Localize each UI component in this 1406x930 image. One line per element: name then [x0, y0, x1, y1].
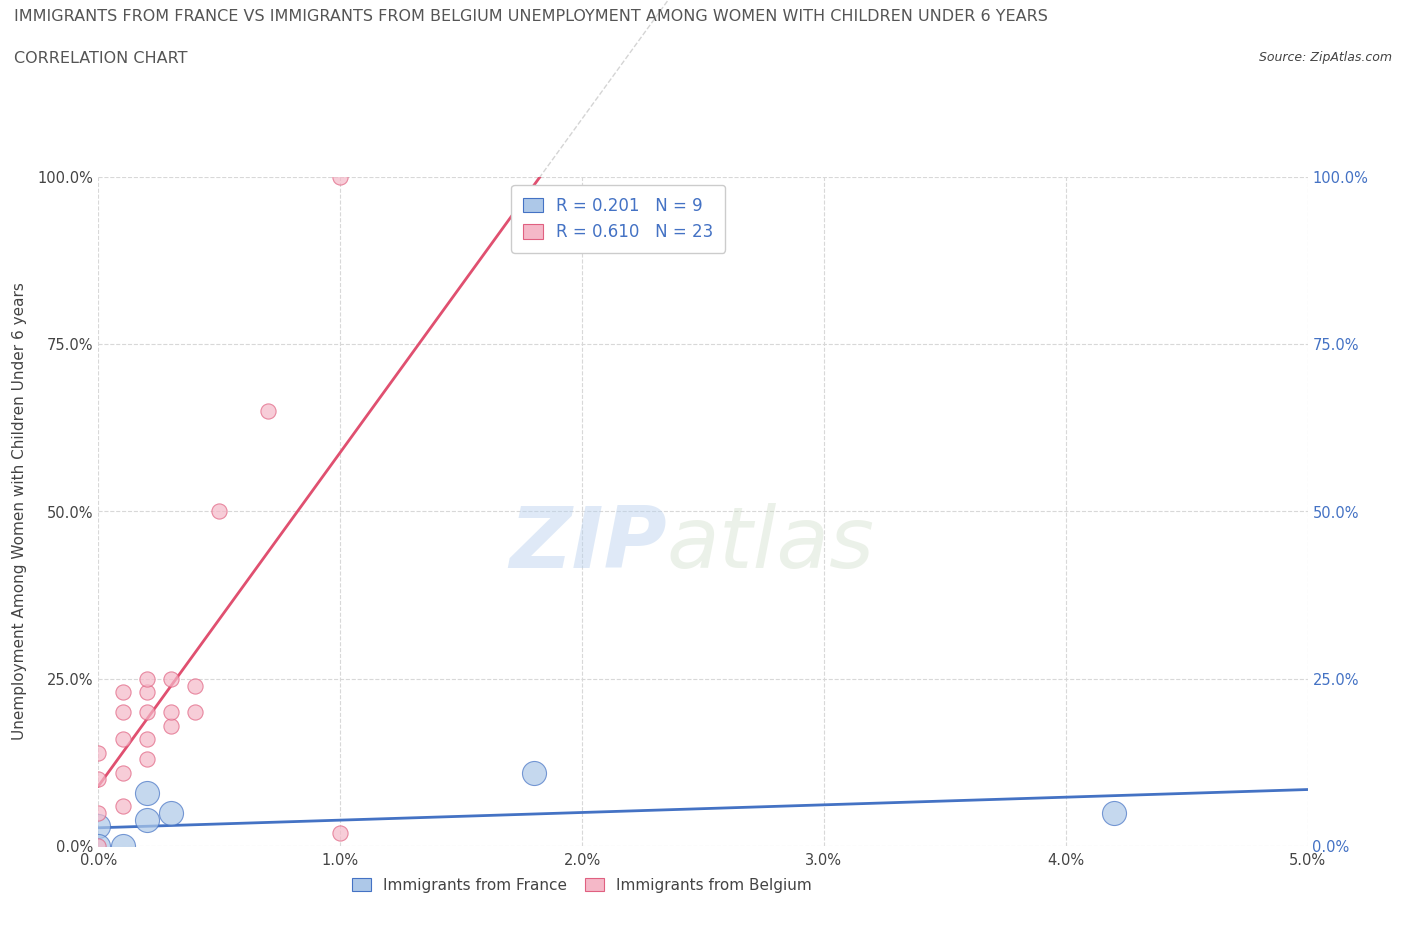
Point	[135, 732, 157, 747]
Point	[135, 751, 157, 766]
Point	[87, 745, 110, 760]
Point	[160, 859, 183, 874]
Text: ZIP: ZIP	[509, 503, 666, 587]
Point	[329, 826, 352, 841]
Text: atlas: atlas	[666, 503, 875, 587]
Point	[329, 169, 352, 184]
Point	[256, 404, 278, 418]
Point	[111, 839, 134, 854]
Point	[184, 678, 207, 693]
Text: CORRELATION CHART: CORRELATION CHART	[14, 51, 187, 66]
Point	[208, 504, 231, 519]
Point	[87, 839, 110, 854]
Point	[135, 705, 157, 720]
Point	[111, 765, 134, 780]
Point	[135, 785, 157, 800]
Legend: Immigrants from France, Immigrants from Belgium: Immigrants from France, Immigrants from …	[346, 871, 818, 899]
Y-axis label: Unemployment Among Women with Children Under 6 years: Unemployment Among Women with Children U…	[11, 283, 27, 740]
Point	[160, 718, 183, 733]
Point	[87, 839, 110, 854]
Point	[160, 705, 183, 720]
Text: Source: ZipAtlas.com: Source: ZipAtlas.com	[1258, 51, 1392, 64]
Point	[135, 812, 157, 827]
Point	[184, 705, 207, 720]
Point	[111, 799, 134, 814]
Point	[135, 684, 157, 699]
Point	[87, 805, 110, 820]
Point	[160, 805, 183, 820]
Point	[160, 671, 183, 686]
Text: IMMIGRANTS FROM FRANCE VS IMMIGRANTS FROM BELGIUM UNEMPLOYMENT AMONG WOMEN WITH : IMMIGRANTS FROM FRANCE VS IMMIGRANTS FRO…	[14, 9, 1047, 24]
Point	[87, 818, 110, 833]
Point	[111, 732, 134, 747]
Point	[523, 765, 546, 780]
Point	[111, 684, 134, 699]
Point	[135, 671, 157, 686]
Point	[1102, 805, 1125, 820]
Point	[87, 772, 110, 787]
Point	[111, 705, 134, 720]
